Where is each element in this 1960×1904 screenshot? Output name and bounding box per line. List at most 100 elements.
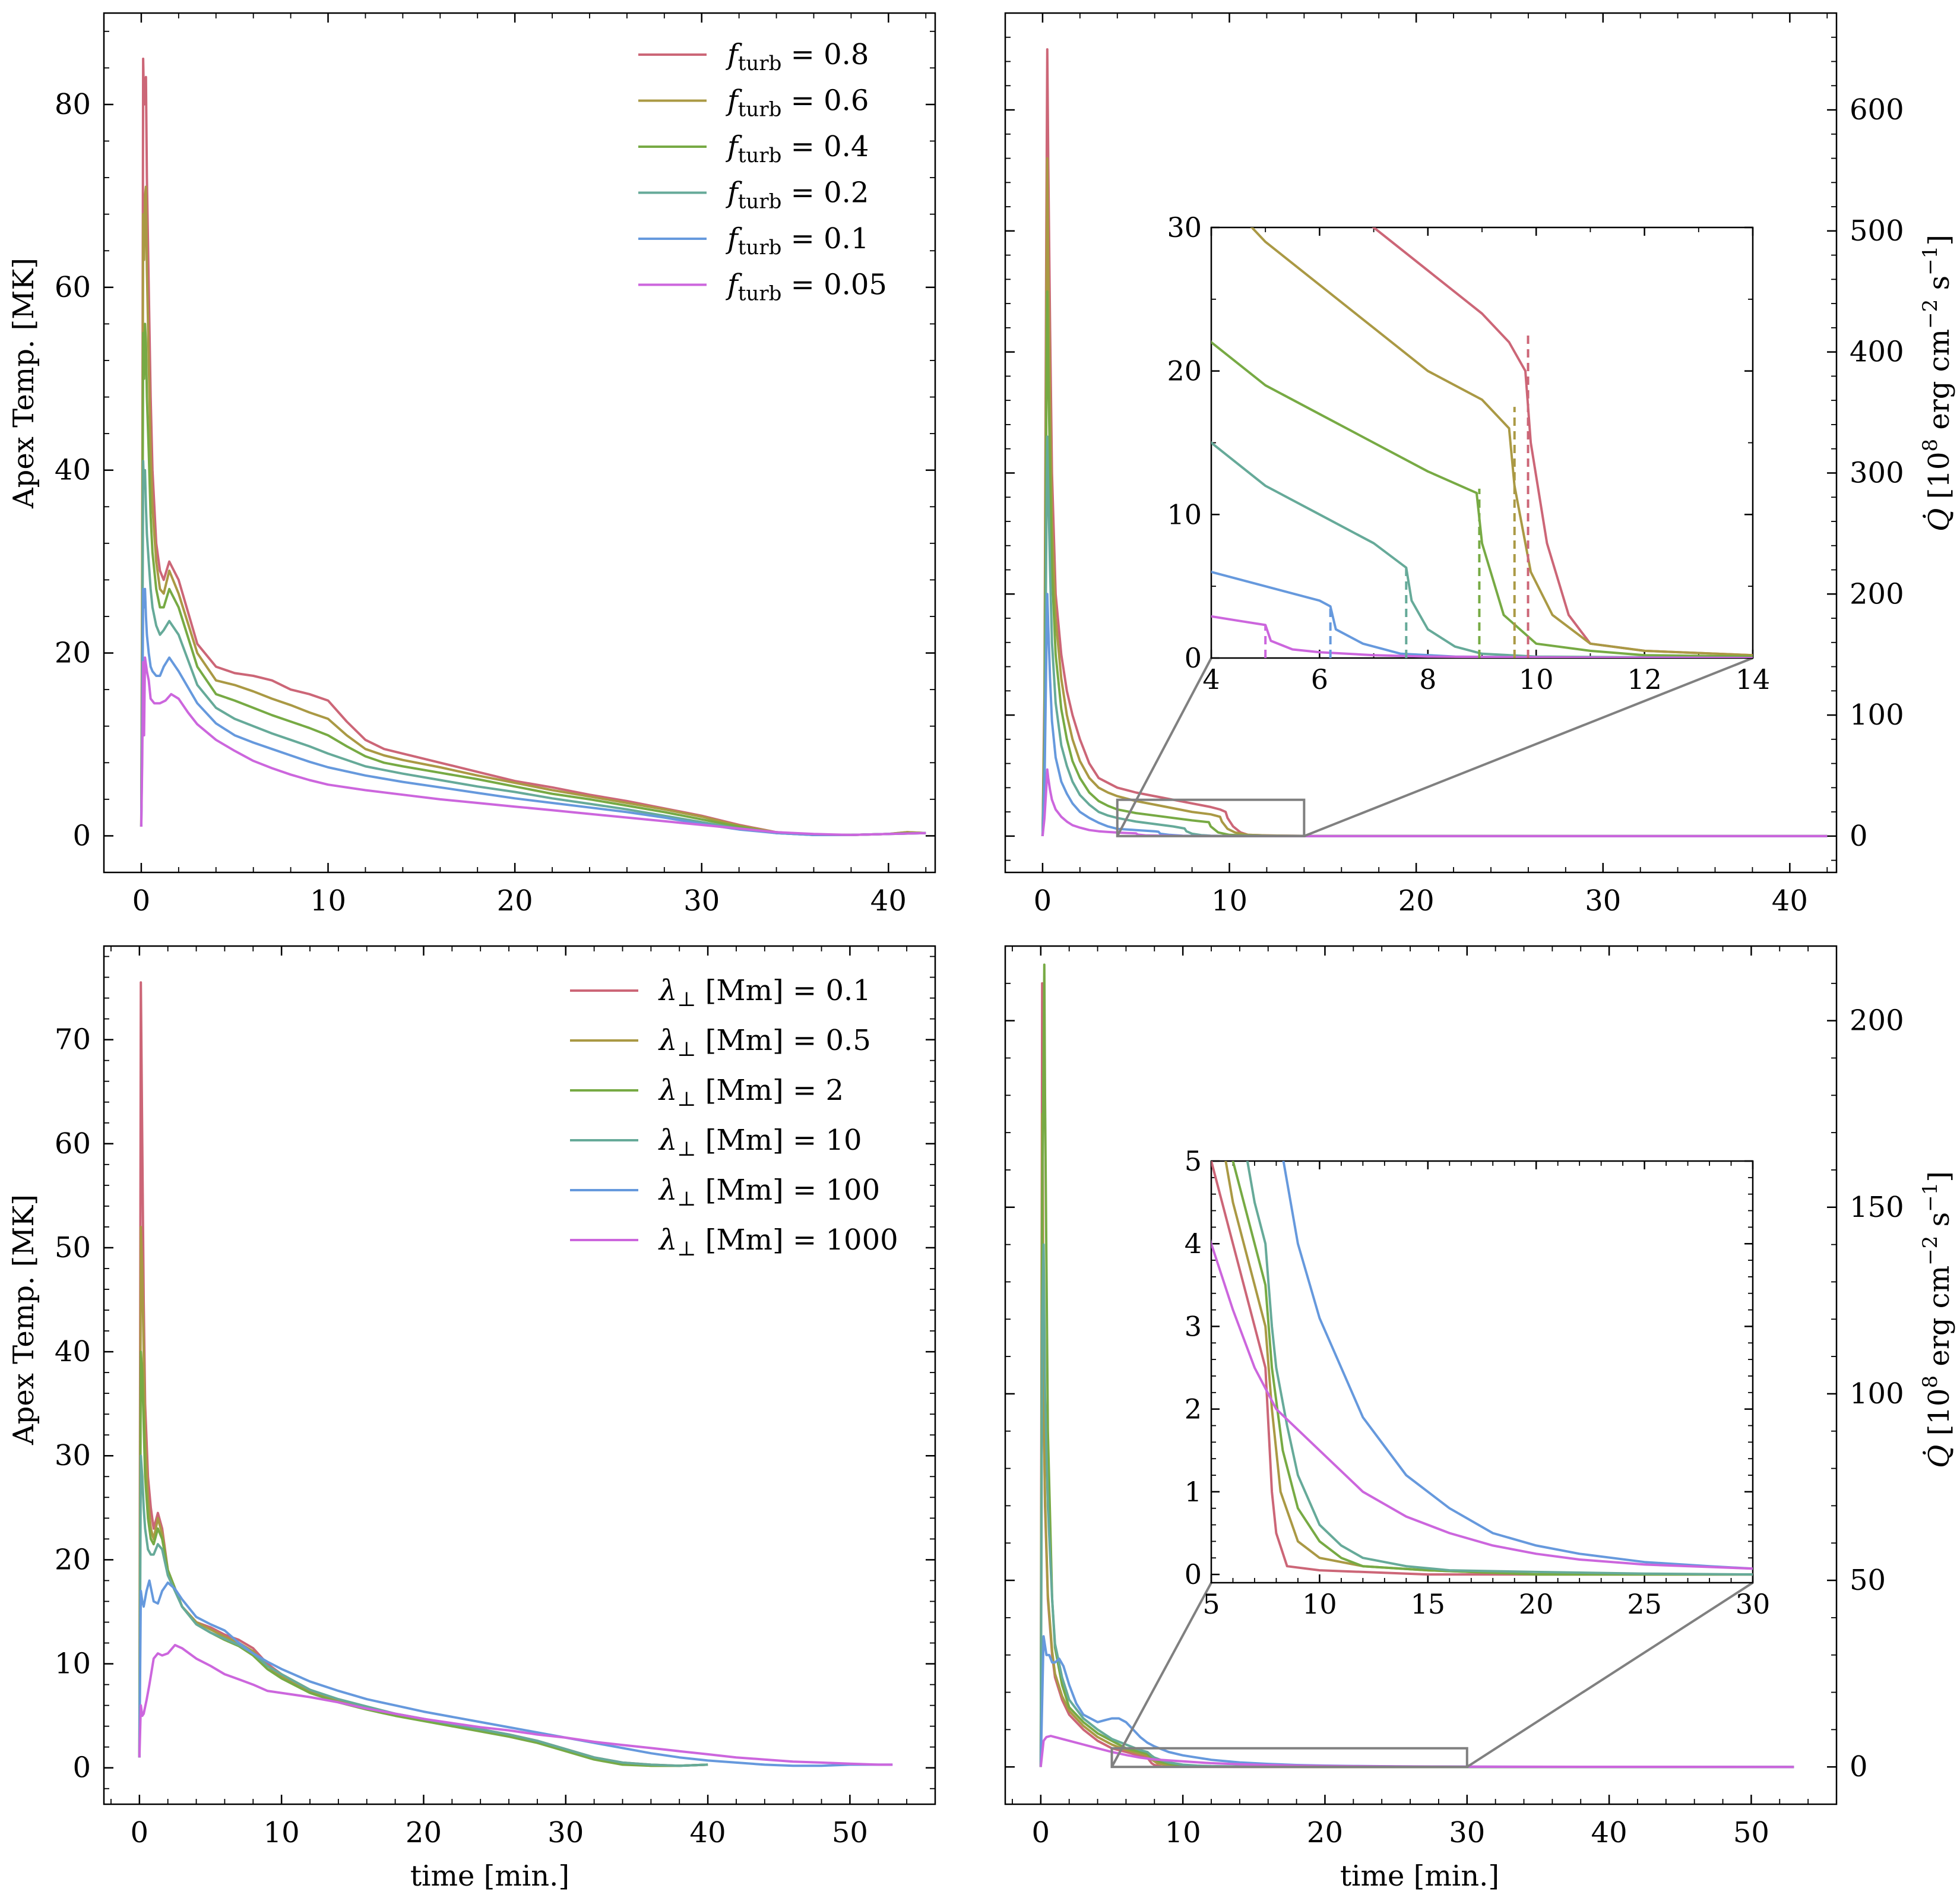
qdot-exp-cm: −2: [1918, 299, 1942, 329]
legend-value: = 0.2: [781, 176, 869, 210]
bottom-left-xlabel: time [min.]: [410, 1859, 569, 1893]
bottom-right-frame: [1004, 945, 1838, 1805]
bottom-left-frame: [103, 945, 936, 1805]
bottom-left-legend-label-4: λ⊥ [Mm] = 100: [658, 1174, 880, 1211]
top-right-inset-ytick-label: 30: [1167, 211, 1202, 243]
legend-value: [Mm] = 1000: [696, 1223, 898, 1257]
legend-subscript: ⊥: [677, 1187, 696, 1211]
top-left-xtick-label: 20: [497, 884, 533, 918]
bottom-right-inset-ytick-label: 4: [1185, 1228, 1202, 1260]
bottom-left-legend-label-1: λ⊥ [Mm] = 0.5: [658, 1024, 871, 1061]
top-right-inset-xtick-label: 10: [1519, 663, 1554, 695]
legend-symbol: λ: [658, 974, 677, 1007]
top-right-ytick-label: 500: [1850, 214, 1904, 248]
top-left-series-line-1: [140, 185, 926, 836]
bottom-left-legend-label-3: λ⊥ [Mm] = 10: [658, 1124, 862, 1161]
top-right-inset-xtick-label: 4: [1202, 663, 1220, 695]
legend-subscript: turb: [738, 144, 782, 167]
top-right-xtick-label: 20: [1398, 884, 1435, 918]
bottom-right-xtick-label: 20: [1307, 1816, 1343, 1849]
bottom-right-xtick-label: 40: [1591, 1816, 1627, 1849]
bottom-right-ytick-label: 50: [1850, 1564, 1886, 1597]
qdot-symbol: Q̇: [1921, 508, 1956, 532]
bottom-right-inset-xtick-label: 15: [1411, 1588, 1446, 1620]
bottom-right-inset-series-line-4: [1282, 1161, 1753, 1570]
qdot-units-d: ]: [1923, 235, 1956, 246]
qdot-units-b: erg cm: [1923, 329, 1956, 439]
legend-value: = 0.8: [781, 38, 869, 71]
legend-symbol: λ: [658, 1174, 677, 1207]
top-right-inset-xtick-label: 14: [1736, 663, 1771, 695]
bottom-right-inset-xtick-label: 25: [1627, 1588, 1662, 1620]
top-left-series-line-3: [140, 460, 926, 836]
top-right-ytick-label: 200: [1850, 577, 1904, 611]
bottom-right-xtick-label: 50: [1733, 1816, 1769, 1849]
bottom-right-inset-ytick-label: 3: [1185, 1310, 1202, 1342]
qdot-exp-cm: −2: [1918, 1236, 1942, 1266]
bottom-left-series-line-3: [138, 1454, 708, 1767]
top-right-inset-xtick-label: 8: [1419, 663, 1436, 695]
legend-subscript: ⊥: [677, 1137, 696, 1161]
bottom-right-ytick-label: 150: [1850, 1191, 1904, 1224]
legend-subscript: ⊥: [677, 988, 696, 1011]
bottom-right-xlabel: time [min.]: [1340, 1859, 1499, 1893]
legend-subscript: ⊥: [677, 1038, 696, 1061]
top-right-zoom-connector-left: [1116, 657, 1212, 837]
bottom-left-series-line-4: [138, 1579, 893, 1767]
bottom-left-legend-label-0: λ⊥ [Mm] = 0.1: [658, 974, 871, 1011]
legend-subscript: turb: [738, 190, 782, 214]
bottom-right-inset-ytick-label: 5: [1185, 1145, 1202, 1177]
top-right-inset-ytick-label: 0: [1185, 642, 1202, 674]
qdot-units-a: [10: [1923, 1389, 1956, 1445]
bottom-right-inset-xtick-label: 5: [1202, 1588, 1220, 1620]
top-right-zoom-box: [1116, 798, 1306, 837]
top-right-inset-series-line-2: [1211, 340, 1753, 658]
legend-value: [Mm] = 0.1: [696, 974, 870, 1007]
legend-value: = 0.4: [781, 130, 869, 163]
bottom-right-inset-ytick-label: 2: [1185, 1393, 1202, 1425]
top-right-inset-series-line-1: [1250, 227, 1753, 657]
bottom-right-series-line-5: [1039, 1735, 1794, 1769]
bottom-left-xtick-label: 0: [131, 1816, 149, 1849]
top-left-ytick-label: 60: [55, 271, 91, 304]
bottom-right-ytick-label: 200: [1850, 1004, 1904, 1038]
bottom-left-legend-label-5: λ⊥ [Mm] = 1000: [658, 1223, 898, 1261]
bottom-right-inset-ytick-label: 1: [1185, 1476, 1202, 1508]
bottom-right-ylabel: Q̇ [108 erg cm−2 s−1]: [1918, 1171, 1956, 1468]
legend-subscript: turb: [738, 236, 782, 260]
bottom-left-ytick-label: 50: [55, 1231, 91, 1264]
top-right-ytick-label: 100: [1850, 698, 1904, 732]
top-right-xtick-label: 0: [1034, 884, 1052, 918]
top-left-legend-label-0: fturb = 0.8: [726, 38, 869, 75]
top-left-xtick-label: 40: [870, 884, 907, 918]
bottom-right-inset-series-line-0: [1211, 1161, 1753, 1576]
bottom-left-ytick-label: 0: [72, 1751, 91, 1785]
top-left-xtick-label: 0: [132, 884, 151, 918]
legend-value: = 0.05: [781, 268, 887, 302]
top-left-xtick-label: 10: [310, 884, 346, 918]
bottom-right-inset: 5 10 15 20 25 30 0 1 2 3 4 5: [1185, 1145, 1771, 1620]
top-left-ylabel: Apex Temp. [MK]: [7, 258, 40, 509]
top-left-legend-label-2: fturb = 0.4: [726, 130, 869, 167]
top-right-xtick-label: 10: [1211, 884, 1247, 918]
top-left-ytick-label: 0: [72, 819, 91, 852]
top-right-inset-series-line-5: [1211, 615, 1753, 658]
top-right-frame: [1004, 12, 1838, 874]
top-left-series-line-5: [140, 656, 926, 836]
top-left-ytick-label: 80: [55, 88, 91, 121]
bottom-left-ytick-label: 30: [55, 1439, 91, 1472]
top-left-legend-label-3: fturb = 0.2: [726, 176, 869, 214]
legend-value: [Mm] = 2: [696, 1074, 844, 1107]
bottom-left-xtick-label: 20: [406, 1816, 442, 1849]
panel-top-left: 0 10 20 30 40 0 20 40 60 80 fturb = 0.8 fturb = 0.6…: [7, 12, 936, 918]
legend-subscript: ⊥: [677, 1237, 696, 1261]
top-left-plot-area: 0 10 20 30 40 0 20 40 60 80 fturb = 0.8 fturb = 0.6…: [55, 12, 936, 918]
legend-symbol: λ: [658, 1074, 677, 1107]
qdot-exp-s: −1: [1918, 1182, 1942, 1212]
top-right-inset-series-line-0: [1372, 227, 1753, 657]
top-left-series-line-2: [140, 322, 926, 836]
bottom-right-inset-bg: [1211, 1161, 1753, 1583]
